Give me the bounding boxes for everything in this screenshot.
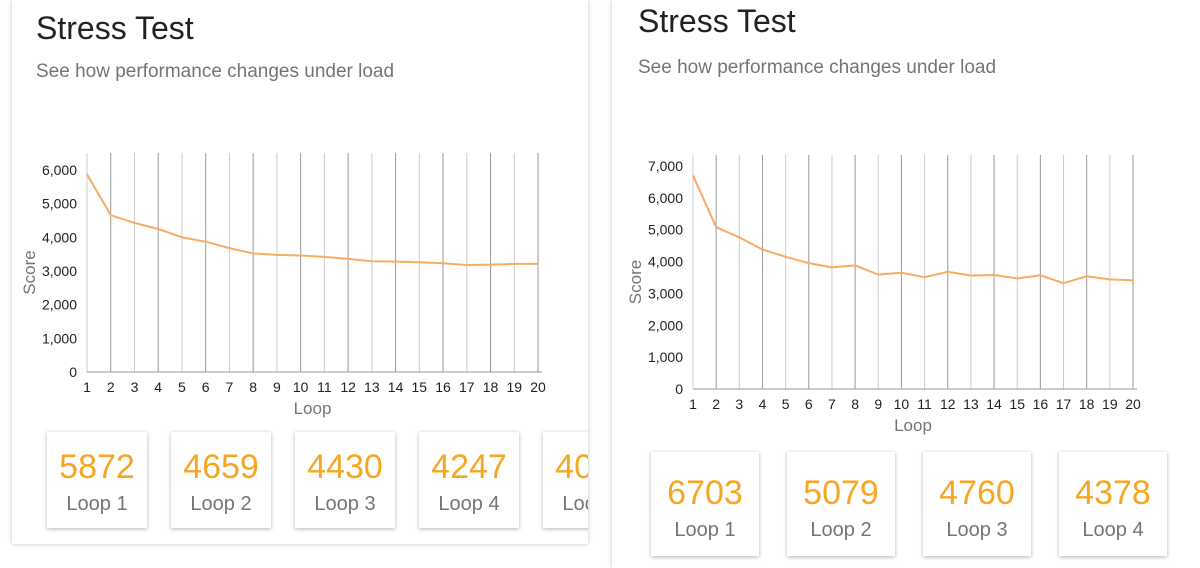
y-tick-label: 0 [69, 364, 77, 380]
x-axis-label: Loop [894, 416, 932, 435]
y-tick-label: 1,000 [42, 330, 77, 346]
y-tick-label: 4,000 [648, 254, 683, 270]
x-tick-label: 2 [712, 396, 720, 412]
x-tick-label: 3 [131, 379, 139, 395]
x-tick-label: 13 [963, 396, 979, 412]
loop-label: Loop 2 [810, 519, 872, 541]
loop-label: Loop 4 [1082, 519, 1144, 541]
x-tick-label: 14 [986, 396, 1002, 412]
loop-score-value: 5872 [59, 448, 135, 486]
stress-test-panel-right: Stress Test See how performance changes … [612, 0, 1200, 568]
score-line-chart: 1 2 3 4 5 6 7 8 9 10 11 12 13 14 15 16 17 18 19 2001,0002,0… [20, 153, 546, 418]
panel-title: Stress Test [36, 10, 194, 46]
loop-score-value: 6703 [667, 474, 743, 512]
loop-score-value: 4760 [939, 474, 1015, 512]
x-tick-label: 17 [459, 379, 475, 395]
x-tick-label: 18 [483, 379, 499, 395]
x-tick-label: 12 [940, 396, 956, 412]
y-tick-label: 6,000 [42, 162, 77, 178]
loop-score-cards: 6703 Loop 1 5079 Loop 2 4760 Loop 3 4378 Loop 4 [651, 452, 1167, 556]
x-tick-label: 2 [107, 379, 115, 395]
y-tick-label: 7,000 [648, 158, 683, 174]
x-tick-label: 18 [1079, 396, 1095, 412]
x-tick-label: 9 [273, 379, 281, 395]
x-tick-label: 12 [340, 379, 356, 395]
x-tick-label: 15 [1009, 396, 1025, 412]
loop-label: Loop 2 [190, 493, 252, 515]
loop-label: Loop 1 [674, 519, 736, 541]
x-tick-label: 8 [851, 396, 859, 412]
x-tick-label: 7 [226, 379, 234, 395]
y-tick-label: 3,000 [648, 285, 683, 301]
y-tick-label: 5,000 [42, 196, 77, 212]
x-tick-label: 4 [154, 379, 162, 395]
loop-score-value: 4378 [1075, 474, 1151, 512]
loop-score-card: 5079 Loop 2 [787, 452, 895, 556]
score-line-chart: 1 2 3 4 5 6 7 8 9 10 11 12 13 14 15 16 17 18 19 2001,0002,0… [626, 155, 1141, 435]
x-tick-label: 17 [1056, 396, 1072, 412]
y-tick-label: 4,000 [42, 229, 77, 245]
x-tick-label: 8 [249, 379, 257, 395]
y-tick-label: 3,000 [42, 263, 77, 279]
loop-score-card: 4430 Loop 3 [295, 432, 395, 528]
y-tick-label: 1,000 [648, 349, 683, 365]
x-tick-label: 1 [689, 396, 697, 412]
loop-score-value: 4247 [431, 448, 507, 486]
loop-label: Loop 4 [438, 493, 500, 515]
x-tick-label: 16 [1033, 396, 1049, 412]
loop-label: Loop 3 [946, 519, 1008, 541]
x-tick-label: 11 [917, 396, 932, 412]
x-tick-label: 20 [530, 379, 546, 395]
score-series-line [86, 173, 538, 266]
x-tick-label: 13 [364, 379, 380, 395]
x-tick-label: 15 [412, 379, 428, 395]
y-tick-label: 5,000 [648, 222, 683, 238]
y-tick-label: 6,000 [648, 190, 683, 206]
loop-score-card: 4760 Loop 3 [923, 452, 1031, 556]
panel-subtitle: See how performance changes under load [638, 57, 997, 78]
loop-score-cards: 5872 Loop 1 4659 Loop 2 4430 Loop 3 4247 Loop 4… [47, 432, 588, 528]
panel-subtitle: See how performance changes under load [36, 61, 395, 82]
x-tick-label: 1 [83, 379, 91, 395]
loop-score-card: 5872 Loop 1 [47, 432, 147, 528]
x-tick-label: 10 [894, 396, 910, 412]
x-axis-label: Loop [294, 399, 332, 418]
score-series-line [692, 175, 1134, 285]
x-tick-label: 16 [435, 379, 451, 395]
x-tick-label: 4 [759, 396, 767, 412]
x-tick-label: 10 [293, 379, 309, 395]
loop-score-value: 4430 [307, 448, 383, 486]
loop-score-card: 4000 Loop 5 [543, 432, 588, 528]
y-tick-label: 0 [675, 381, 683, 397]
loop-score-value: 4000 [555, 448, 588, 486]
loop-score-value: 4659 [183, 448, 259, 486]
x-tick-label: 11 [317, 379, 332, 395]
y-axis-label: Score [20, 250, 39, 294]
panel-title: Stress Test [638, 3, 796, 39]
loop-score-card: 4247 Loop 4 [419, 432, 519, 528]
x-tick-label: 7 [828, 396, 836, 412]
x-tick-label: 6 [805, 396, 813, 412]
loop-label: Loop 5 [562, 493, 588, 515]
x-tick-label: 19 [506, 379, 522, 395]
stress-test-panel-left: Stress Test See how performance changes … [12, 0, 588, 544]
x-tick-label: 3 [735, 396, 743, 412]
x-tick-label: 20 [1125, 396, 1141, 412]
x-tick-label: 14 [388, 379, 404, 395]
x-tick-label: 5 [782, 396, 790, 412]
y-axis-label: Score [626, 260, 645, 304]
x-tick-label: 19 [1102, 396, 1118, 412]
loop-label: Loop 1 [66, 493, 128, 515]
loop-score-card: 6703 Loop 1 [651, 452, 759, 556]
x-tick-label: 9 [874, 396, 882, 412]
loop-score-value: 5079 [803, 474, 879, 512]
x-tick-label: 5 [178, 379, 186, 395]
x-tick-label: 6 [202, 379, 210, 395]
y-tick-label: 2,000 [648, 317, 683, 333]
y-tick-label: 2,000 [42, 297, 77, 313]
loop-label: Loop 3 [314, 493, 376, 515]
loop-score-card: 4659 Loop 2 [171, 432, 271, 528]
loop-score-card: 4378 Loop 4 [1059, 452, 1167, 556]
